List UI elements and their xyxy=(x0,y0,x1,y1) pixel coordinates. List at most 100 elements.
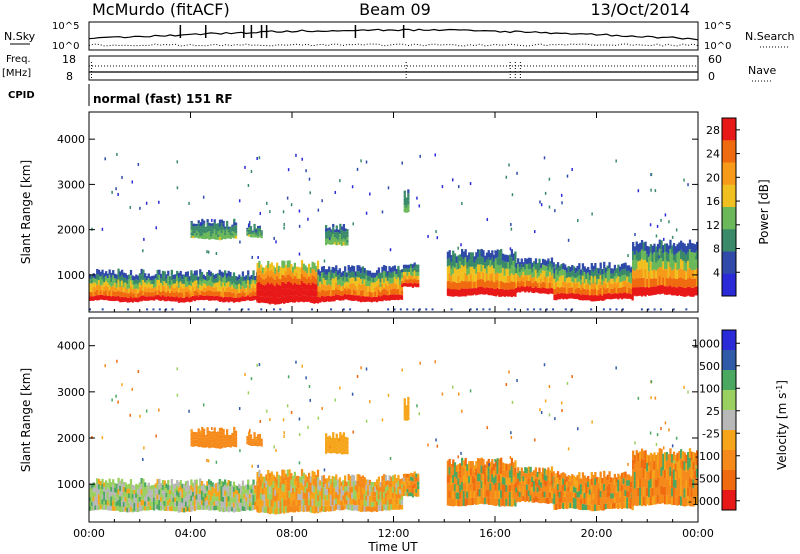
power-cell xyxy=(399,284,402,290)
power-cell xyxy=(156,284,159,290)
velocity-cell xyxy=(653,487,656,496)
velocity-cell xyxy=(679,486,683,497)
power-cell xyxy=(307,289,311,296)
power-cell xyxy=(411,268,415,273)
velocity-cell xyxy=(195,484,198,490)
velocity-cell xyxy=(284,480,288,487)
power-cell xyxy=(136,293,140,298)
power-cell xyxy=(152,292,156,297)
power-cell xyxy=(224,230,227,233)
power-cell xyxy=(611,288,615,294)
power-cell xyxy=(560,281,563,288)
velocity-cell xyxy=(620,490,624,497)
velocity-cell xyxy=(452,482,455,491)
velocity-cell xyxy=(222,438,225,442)
power-cell xyxy=(510,289,514,298)
velocity-cell xyxy=(211,436,215,440)
velocity-cell xyxy=(413,487,416,493)
velocity-cell xyxy=(136,507,140,513)
power-cell xyxy=(646,245,649,255)
power-cell xyxy=(603,281,606,288)
velocity-cell xyxy=(260,442,263,444)
velocity-cell xyxy=(243,489,246,495)
velocity-cell xyxy=(379,506,382,511)
power-cell xyxy=(284,277,288,284)
velocity-point xyxy=(427,443,429,447)
power-cell xyxy=(112,275,115,281)
power-cell xyxy=(246,231,249,234)
velocity-cell xyxy=(284,506,288,513)
velocity-cell xyxy=(583,492,586,499)
power-cell xyxy=(161,295,165,301)
power-cell xyxy=(229,232,232,235)
velocity-cell xyxy=(243,498,246,503)
power-cell xyxy=(687,252,690,261)
power-cell xyxy=(332,234,335,238)
power-cell xyxy=(622,286,625,293)
velocity-cell xyxy=(307,479,311,486)
power-cell xyxy=(342,241,346,246)
velocity-cell xyxy=(215,487,218,493)
velocity-cell xyxy=(92,505,95,511)
velocity-point xyxy=(239,449,241,453)
power-cell xyxy=(211,273,214,278)
velocity-cell xyxy=(476,458,480,466)
velocity-cell xyxy=(576,503,579,509)
velocity-cell xyxy=(181,497,184,503)
power-cell xyxy=(267,282,270,290)
velocity-cell xyxy=(375,506,379,513)
velocity-cell xyxy=(344,486,347,493)
velocity-cell xyxy=(368,501,372,507)
velocity-cell xyxy=(231,432,234,436)
velocity-cell xyxy=(531,497,534,503)
velocity-point xyxy=(247,391,250,395)
velocity-cell xyxy=(562,496,565,503)
power-cell xyxy=(304,295,307,302)
power-cell xyxy=(524,275,527,282)
velocity-cell xyxy=(268,493,272,501)
power-cell xyxy=(322,284,325,291)
velocity-cell xyxy=(496,481,499,490)
power-cell xyxy=(494,288,498,297)
power-cell xyxy=(270,262,273,270)
power-cell xyxy=(201,225,204,229)
power-cell xyxy=(333,232,337,235)
power-cell xyxy=(482,287,485,295)
power-cell xyxy=(326,236,330,239)
velocity-cell xyxy=(560,484,563,491)
velocity-cell xyxy=(199,441,202,445)
velocity-cell xyxy=(213,437,216,442)
velocity-cell xyxy=(468,461,471,469)
power-cell xyxy=(475,280,478,289)
velocity-cell xyxy=(692,488,695,498)
power-cell xyxy=(379,286,382,292)
power-cell xyxy=(218,236,222,241)
power-cell xyxy=(167,270,170,276)
power-point xyxy=(434,153,436,157)
power-cell xyxy=(578,287,581,294)
power-cell xyxy=(217,234,220,237)
velocity-cell xyxy=(204,437,207,440)
velocity-point xyxy=(650,396,652,400)
power-cell xyxy=(177,287,181,293)
power-cell xyxy=(274,298,277,305)
power-cell xyxy=(365,275,368,281)
velocity-cell xyxy=(108,478,111,484)
power-cell xyxy=(553,278,556,285)
velocity-cell xyxy=(131,503,134,508)
power-cell xyxy=(450,282,453,290)
velocity-cell xyxy=(529,489,532,496)
velocity-cell xyxy=(138,482,142,488)
velocity-cell xyxy=(408,473,411,478)
power-cell xyxy=(89,296,92,301)
power-point xyxy=(323,259,326,263)
power-cell xyxy=(453,289,457,297)
velocity-cell xyxy=(247,499,250,505)
power-cell xyxy=(415,272,418,276)
velocity-cell xyxy=(485,461,489,469)
velocity-cell xyxy=(190,484,193,491)
velocity-cell xyxy=(199,444,202,447)
velocity-cell xyxy=(319,485,322,492)
velocity-cell xyxy=(115,483,118,489)
velocity-cell xyxy=(192,505,195,511)
